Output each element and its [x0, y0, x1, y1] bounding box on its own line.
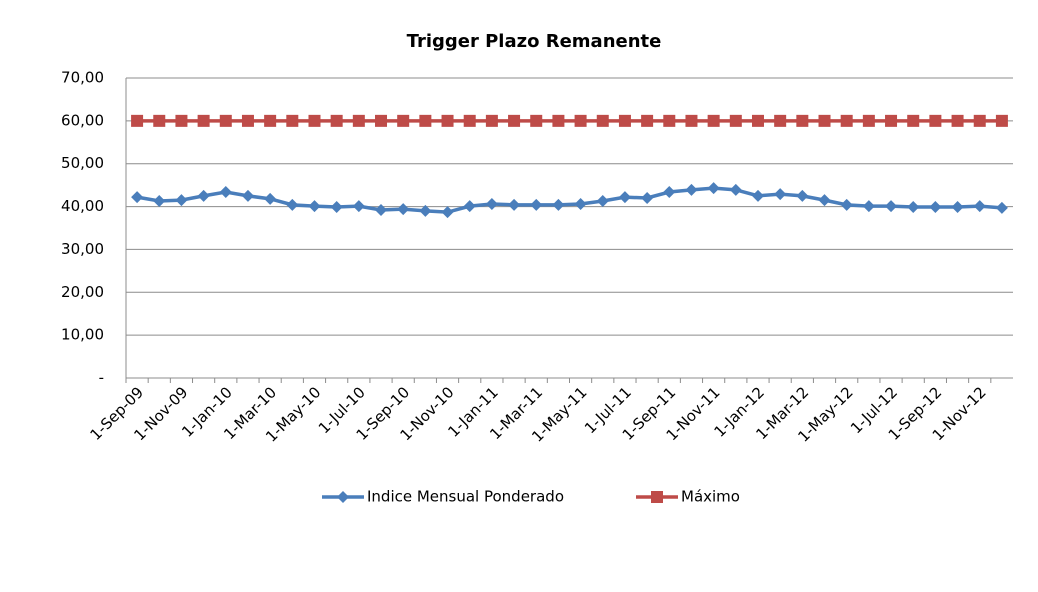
chart-title: Trigger Plazo Remanente	[407, 31, 662, 52]
y-tick-label: 30,00	[61, 240, 104, 258]
marker	[641, 192, 654, 204]
marker	[596, 114, 609, 127]
marker	[973, 200, 986, 213]
marker	[397, 114, 410, 127]
marker	[153, 114, 166, 127]
marker	[951, 114, 964, 127]
marker	[508, 114, 521, 127]
legend-marker	[651, 491, 663, 503]
marker	[574, 114, 587, 127]
marker	[175, 114, 188, 127]
marker	[751, 114, 764, 127]
marker	[641, 114, 654, 127]
y-tick-label: 60,00	[61, 111, 104, 129]
marker	[663, 186, 676, 198]
marker	[131, 191, 144, 204]
marker	[485, 114, 498, 127]
marker	[796, 114, 809, 127]
marker	[175, 194, 188, 207]
marker	[818, 194, 831, 207]
marker	[131, 114, 144, 127]
marker	[818, 114, 831, 127]
marker	[219, 114, 232, 127]
marker	[375, 204, 388, 216]
marker	[929, 201, 942, 213]
marker	[419, 204, 432, 217]
marker	[241, 114, 254, 127]
marker	[330, 201, 343, 213]
marker	[264, 192, 277, 205]
marker	[618, 114, 631, 127]
marker	[907, 201, 920, 213]
marker	[419, 114, 432, 127]
marker	[552, 114, 565, 127]
marker	[153, 195, 166, 207]
legend-marker	[337, 491, 349, 503]
marker	[751, 189, 764, 202]
marker	[286, 114, 299, 127]
marker	[596, 195, 609, 207]
marker	[774, 188, 787, 201]
marker	[330, 114, 343, 127]
marker	[530, 198, 543, 211]
marker	[995, 114, 1008, 127]
series-line	[136, 186, 1003, 214]
marker	[463, 200, 476, 213]
marker	[197, 189, 210, 202]
marker	[308, 114, 321, 127]
marker	[286, 198, 299, 211]
marker	[241, 189, 254, 202]
marker	[441, 206, 454, 219]
legend-label: Indice Mensual Ponderado	[367, 488, 564, 506]
marker	[729, 114, 742, 127]
marker	[729, 183, 742, 196]
marker	[862, 114, 875, 127]
marker	[862, 200, 875, 213]
marker	[219, 186, 232, 198]
marker	[574, 198, 587, 210]
marker	[885, 200, 898, 213]
y-tick-label: 20,00	[61, 283, 104, 301]
marker	[352, 114, 365, 127]
marker	[441, 114, 454, 127]
marker	[463, 114, 476, 127]
marker	[951, 201, 964, 213]
marker	[774, 114, 787, 127]
y-tick-label: 10,00	[61, 326, 104, 344]
marker	[796, 189, 809, 202]
marker	[929, 114, 942, 127]
marker	[663, 114, 676, 127]
marker	[508, 198, 521, 211]
y-tick-label: 70,00	[61, 69, 104, 87]
marker	[618, 191, 631, 204]
marker	[397, 203, 410, 216]
marker	[840, 114, 853, 127]
marker	[197, 114, 210, 127]
marker	[973, 114, 986, 127]
marker	[264, 114, 277, 127]
marker	[308, 200, 321, 213]
marker	[685, 183, 698, 196]
marker	[907, 114, 920, 127]
marker	[840, 198, 853, 211]
legend-label: Máximo	[681, 488, 740, 506]
marker	[485, 198, 498, 210]
marker	[530, 114, 543, 127]
marker	[707, 114, 720, 127]
marker	[707, 182, 720, 195]
marker	[375, 114, 388, 127]
marker	[352, 200, 365, 213]
marker	[552, 198, 565, 211]
y-tick-label: 40,00	[61, 197, 104, 215]
y-tick-label: -	[99, 369, 104, 387]
marker	[685, 114, 698, 127]
marker	[995, 201, 1008, 214]
y-tick-label: 50,00	[61, 154, 104, 172]
marker	[885, 114, 898, 127]
